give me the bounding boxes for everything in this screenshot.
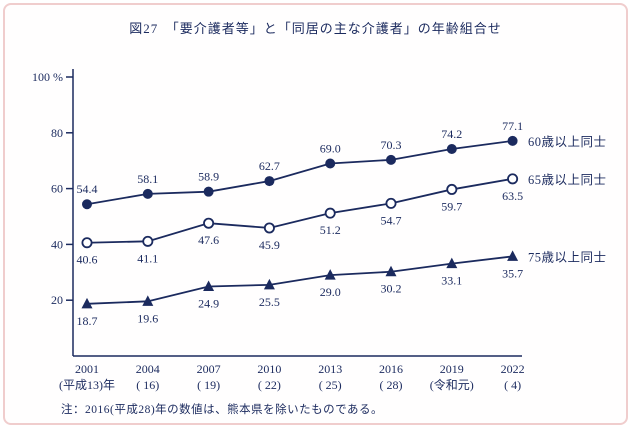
- data-point-triangle: [324, 269, 336, 280]
- value-label: 30.2: [381, 282, 402, 296]
- x-tick-year: 2010: [257, 362, 281, 376]
- value-label: 62.7: [259, 159, 280, 173]
- legend-label-1: 65歳以上同士: [528, 173, 607, 187]
- data-point-filled-circle: [203, 186, 214, 197]
- x-tick-era: ( 19): [197, 378, 220, 392]
- legend-label-2: 75歳以上同士: [528, 250, 607, 264]
- value-label: 45.9: [259, 238, 280, 252]
- data-point-open-circle: [142, 235, 154, 247]
- y-tick-label: 60: [51, 182, 63, 196]
- chart-title: 図27 「要介護者等」と「同居の主な介護者」の年齢組合せ: [129, 21, 502, 36]
- value-label: 29.0: [320, 285, 341, 299]
- data-point-open-circle: [446, 183, 458, 195]
- data-point-open-circle: [263, 222, 275, 234]
- value-label: 47.6: [198, 233, 219, 247]
- value-label: 41.1: [137, 251, 158, 265]
- value-label: 58.9: [198, 170, 219, 184]
- data-point-open-circle: [324, 207, 336, 219]
- data-point-triangle: [203, 280, 215, 292]
- data-point-filled-circle: [264, 176, 275, 187]
- data-point-triangle: [385, 265, 397, 277]
- y-tick-label: 40: [51, 237, 63, 251]
- value-label: 63.5: [502, 189, 523, 203]
- x-tick-year: 2013: [318, 362, 342, 376]
- value-label: 69.0: [320, 141, 341, 155]
- value-label: 35.7: [502, 266, 523, 280]
- value-label: 33.1: [441, 274, 462, 288]
- x-tick-era: (平成13)年: [59, 378, 115, 392]
- data-point-open-circle: [81, 237, 93, 249]
- x-tick-era: ( 4): [504, 378, 521, 392]
- y-tick-label: 20: [51, 293, 63, 307]
- data-point-filled-circle: [507, 135, 518, 146]
- value-label: 74.2: [441, 127, 462, 141]
- legend-label-0: 60歳以上同士: [528, 135, 607, 149]
- x-tick-year: 2004: [136, 362, 160, 376]
- value-label: 58.1: [137, 172, 158, 186]
- value-label: 54.7: [381, 213, 402, 227]
- value-label: 24.9: [198, 297, 219, 311]
- x-tick-year: 2019: [440, 362, 464, 376]
- value-label: 40.6: [77, 253, 98, 267]
- data-point-filled-circle: [446, 143, 457, 154]
- data-point-open-circle: [385, 197, 397, 209]
- series-line-0: [86, 139, 513, 206]
- x-tick-era: ( 25): [319, 378, 342, 392]
- value-label: 54.4: [77, 182, 98, 196]
- data-point-filled-circle: [386, 154, 396, 165]
- x-tick-era: ( 16): [136, 378, 159, 392]
- data-point-filled-circle: [325, 158, 336, 169]
- data-point-open-circle: [203, 217, 215, 229]
- value-label: 18.7: [77, 314, 98, 328]
- x-tick-year: 2022: [501, 362, 525, 376]
- data-point-filled-circle: [142, 188, 153, 199]
- x-tick-era: ( 28): [380, 378, 403, 392]
- data-point-triangle: [142, 295, 154, 306]
- x-tick-era: (令和元): [430, 377, 474, 392]
- value-label: 19.6: [137, 311, 158, 325]
- figure-frame: 図27 「要介護者等」と「同居の主な介護者」の年齢組合せ 100 % 80 60 40…: [3, 3, 628, 425]
- value-label: 70.3: [381, 138, 402, 152]
- line-chart: 100 % 80 60 40 20 2001 (平成13)年 2004 ( 16) 2007 ( 1…: [32, 69, 607, 392]
- value-label: 25.5: [259, 295, 280, 309]
- data-point-triangle: [81, 297, 93, 309]
- data-point-triangle: [507, 250, 519, 261]
- x-tick-era: ( 22): [258, 378, 281, 392]
- value-label: 77.1: [502, 119, 523, 133]
- data-point-filled-circle: [82, 199, 92, 210]
- value-label: 59.7: [441, 199, 462, 213]
- series-line-2: [86, 255, 513, 305]
- data-point-triangle: [446, 257, 458, 269]
- x-tick-year: 2016: [379, 362, 403, 376]
- x-tick-year: 2001: [75, 362, 99, 376]
- series-line-1: [86, 177, 513, 244]
- y-tick-label: 80: [51, 126, 63, 140]
- x-tick-year: 2007: [197, 362, 221, 376]
- y-tick-label: 100 %: [32, 70, 63, 84]
- data-point-open-circle: [507, 173, 519, 185]
- value-label: 51.2: [320, 223, 341, 237]
- data-point-triangle: [263, 278, 275, 290]
- footnote: 注：2016(平成28)年の数値は、熊本県を除いたものである。: [61, 404, 384, 416]
